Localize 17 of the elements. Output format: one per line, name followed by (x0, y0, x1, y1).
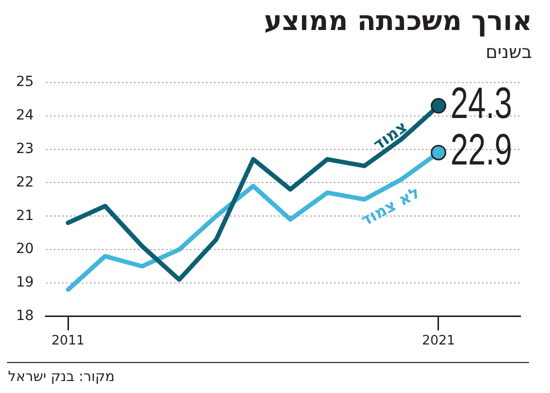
chart-subtitle: בשנים (486, 42, 532, 63)
text: לא צמוד (358, 182, 423, 230)
y-tick-label: 20 (16, 241, 34, 258)
x-tick-label: 2021 (422, 334, 456, 349)
chart-title: אורך משכנתה ממוצע (264, 6, 532, 37)
data-label: 24.3 (450, 78, 512, 128)
y-tick-label: 23 (16, 140, 34, 157)
y-tick-label: 25 (16, 74, 34, 90)
y-tick-label: 19 (16, 274, 34, 291)
y-tick-label: 18 (16, 308, 34, 324)
y-tick-label: 22 (16, 174, 34, 190)
data-label: 22.9 (450, 126, 512, 176)
x-tick-label: 2011 (51, 334, 85, 349)
y-tick-label: 21 (16, 208, 34, 224)
text: צמוד (370, 117, 411, 154)
text: מקור: בנק ישראל (8, 369, 115, 385)
y-tick-label: 24 (16, 107, 34, 124)
